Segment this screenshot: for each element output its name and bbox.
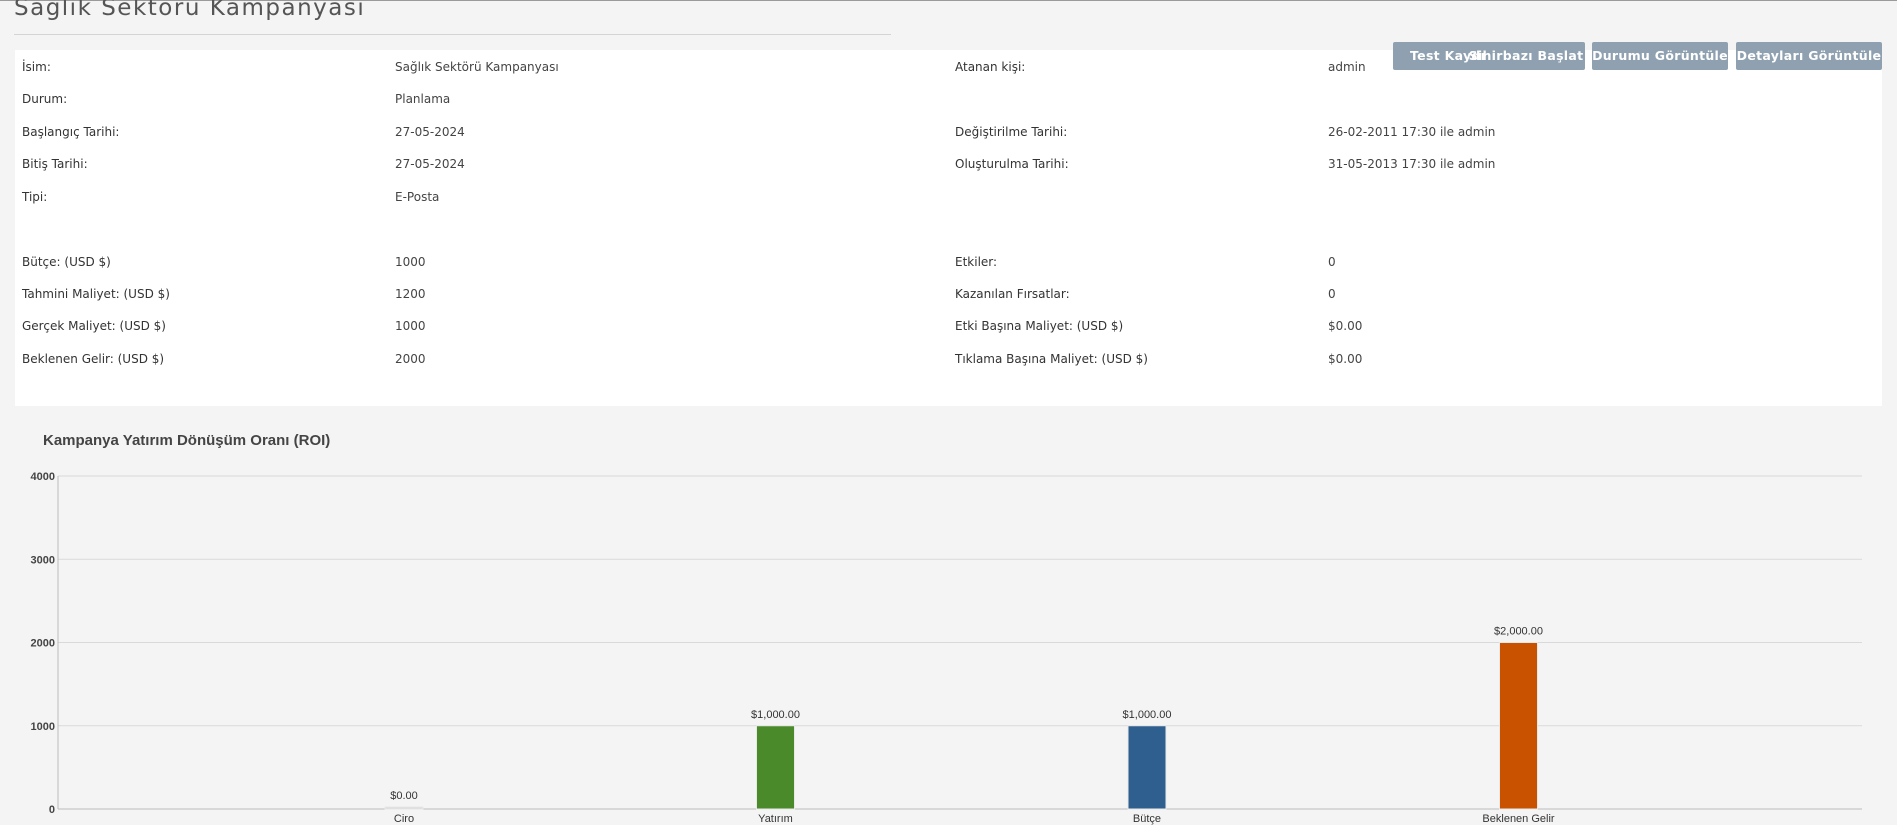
value-created-date: 31-05-2013 17:30 ile admin <box>1328 157 1496 171</box>
chart-title: Kampanya Yatırım Dönüşüm Oranı (ROI) <box>43 432 331 449</box>
value-opportunities-won: 0 <box>1328 287 1336 301</box>
value-actual-cost: 1000 <box>395 319 426 333</box>
bar-1 <box>384 806 424 810</box>
label-expected-cost: Tahmini Maliyet: (USD $) <box>22 287 170 301</box>
x-category-label: Beklenen Gelir <box>1482 813 1554 825</box>
label-expected-revenue: Beklenen Gelir: (USD $) <box>22 352 165 366</box>
bar-value-label: $0.00 <box>390 790 418 802</box>
detail-panel <box>15 50 1882 406</box>
label-impressions: Etkiler: <box>955 255 998 269</box>
label-cost-per-click: Tıklama Başına Maliyet: (USD $) <box>955 352 1148 366</box>
label-cost-per-impression: Etki Başına Maliyet: (USD $) <box>955 319 1124 333</box>
bar-value-label: $1,000.00 <box>1123 709 1172 721</box>
y-tick-label: 3000 <box>31 554 55 566</box>
bar-value-label: $2,000.00 <box>1494 626 1543 638</box>
page-title: Sağlık Sektörü Kampanyası <box>14 0 366 21</box>
y-tick-label: 0 <box>49 804 55 816</box>
label-end-date: Bitiş Tarihi: <box>22 157 88 171</box>
label-assigned-user: Atanan kişi: <box>955 60 1026 74</box>
label-modified-date: Değiştirilme Tarihi: <box>955 125 1068 139</box>
value-modified-date: 26-02-2011 17:30 ile admin <box>1328 125 1496 139</box>
value-type: E-Posta <box>395 190 440 204</box>
y-tick-label: 1000 <box>31 721 55 733</box>
bar-4 <box>1499 642 1538 810</box>
test-record-button[interactable]: Test Kaydı <box>1393 42 1585 70</box>
x-category-label: Ciro <box>394 813 414 825</box>
x-category-label: Yatırım <box>758 813 793 825</box>
label-status: Durum: <box>22 92 68 106</box>
y-tick-label: 4000 <box>31 471 55 483</box>
value-cost-per-impression: $0.00 <box>1328 319 1363 333</box>
bar-2 <box>756 725 795 810</box>
value-status: Planlama <box>395 92 451 106</box>
label-actual-cost: Gerçek Maliyet: (USD $) <box>22 319 166 333</box>
roi-bar-chart: 0 1000 2000 3000 4000 $0.00 Ciro $1,000.00 Yatır… <box>31 471 1862 825</box>
start-wizard-button[interactable]: Sihirbazı Başlat <box>1468 48 1584 63</box>
label-created-date: Oluşturulma Tarihi: <box>955 157 1069 171</box>
label-opportunities-won: Kazanılan Fırsatlar: <box>955 287 1070 301</box>
label-budget: Bütçe: (USD $) <box>22 255 111 269</box>
value-impressions: 0 <box>1328 255 1336 269</box>
title-divider <box>14 34 891 35</box>
bar-value-label: $1,000.00 <box>751 709 800 721</box>
view-details-button[interactable]: Detayları Görüntüle <box>1736 42 1882 70</box>
bar-3 <box>1127 725 1167 810</box>
value-budget: 1000 <box>395 255 426 269</box>
label-start-date: Başlangıç Tarihi: <box>22 125 120 139</box>
y-tick-label: 2000 <box>31 638 55 650</box>
value-assigned-user: admin <box>1328 60 1366 74</box>
value-start-date: 27-05-2024 <box>395 125 465 139</box>
label-type: Tipi: <box>22 190 48 204</box>
value-cost-per-click: $0.00 <box>1328 352 1363 366</box>
x-category-label: Bütçe <box>1133 813 1161 825</box>
view-status-button[interactable]: Durumu Görüntüle <box>1592 42 1728 70</box>
value-expected-cost: 1200 <box>395 287 426 301</box>
value-name: Sağlık Sektörü Kampanyası <box>395 60 559 74</box>
value-expected-revenue: 2000 <box>395 352 426 366</box>
value-end-date: 27-05-2024 <box>395 157 465 171</box>
label-name: İsim: <box>22 60 51 74</box>
